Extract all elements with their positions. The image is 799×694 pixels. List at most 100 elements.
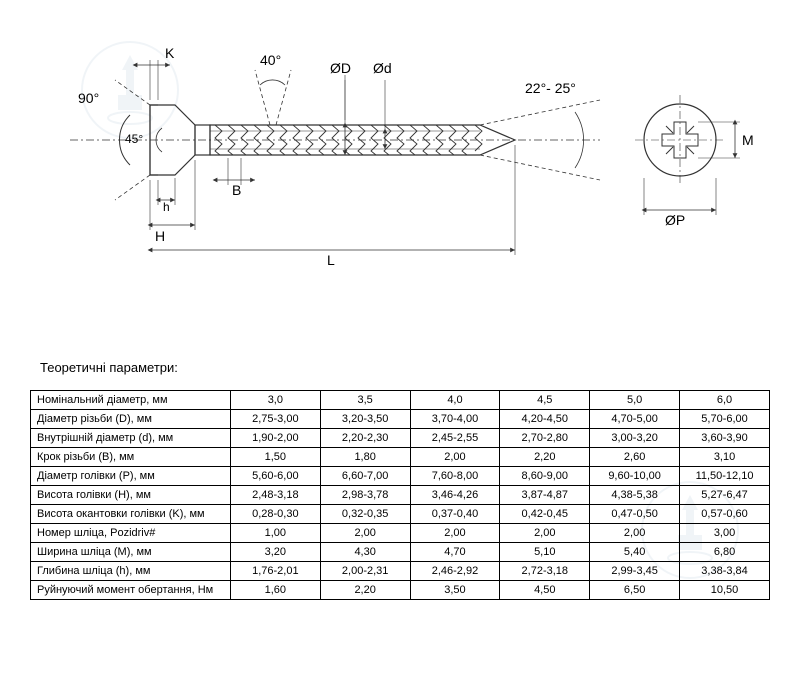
screw-diagram: 90° 45° K 40° ØD Ød 22°- 25° h H B L M Ø… xyxy=(40,30,760,280)
row-label: Глибина шліца (h), мм xyxy=(31,562,231,581)
cell-value: 3,38-3,84 xyxy=(680,562,770,581)
cell-value: 0,37-0,40 xyxy=(410,505,500,524)
table-row: Висота окантовки голівки (K), мм0,28-0,3… xyxy=(31,505,770,524)
cell-value: 3,0 xyxy=(230,391,320,410)
row-label: Висота голівки (H), мм xyxy=(31,486,231,505)
label-B: B xyxy=(232,182,241,198)
cell-value: 2,48-3,18 xyxy=(230,486,320,505)
cell-value: 0,28-0,30 xyxy=(230,505,320,524)
cell-value: 2,00 xyxy=(410,524,500,543)
cell-value: 2,00 xyxy=(410,448,500,467)
cell-value: 2,46-2,92 xyxy=(410,562,500,581)
cell-value: 3,10 xyxy=(680,448,770,467)
cell-value: 2,60 xyxy=(590,448,680,467)
row-label: Номер шліца, Pozidriv# xyxy=(31,524,231,543)
table-row: Внутрішній діаметр (d), мм1,90-2,002,20-… xyxy=(31,429,770,448)
label-h: h xyxy=(163,200,170,214)
table-row: Ширина шліца (M), мм3,204,304,705,105,40… xyxy=(31,543,770,562)
cell-value: 3,87-4,87 xyxy=(500,486,590,505)
row-label: Висота окантовки голівки (K), мм xyxy=(31,505,231,524)
cell-value: 2,00-2,31 xyxy=(320,562,410,581)
row-label: Номінальний діаметр, мм xyxy=(31,391,231,410)
cell-value: 0,42-0,45 xyxy=(500,505,590,524)
cell-value: 2,00 xyxy=(590,524,680,543)
cell-value: 7,60-8,00 xyxy=(410,467,500,486)
cell-value: 5,0 xyxy=(590,391,680,410)
label-D: ØD xyxy=(330,60,351,76)
row-label: Діаметр різьби (D), мм xyxy=(31,410,231,429)
cell-value: 0,47-0,50 xyxy=(590,505,680,524)
cell-value: 11,50-12,10 xyxy=(680,467,770,486)
cell-value: 2,75-3,00 xyxy=(230,410,320,429)
cell-value: 6,80 xyxy=(680,543,770,562)
cell-value: 4,70 xyxy=(410,543,500,562)
label-d: Ød xyxy=(373,60,392,76)
cell-value: 4,50 xyxy=(500,581,590,600)
cell-value: 3,60-3,90 xyxy=(680,429,770,448)
cell-value: 6,60-7,00 xyxy=(320,467,410,486)
cell-value: 5,70-6,00 xyxy=(680,410,770,429)
cell-value: 2,45-2,55 xyxy=(410,429,500,448)
cell-value: 10,50 xyxy=(680,581,770,600)
cell-value: 3,50 xyxy=(410,581,500,600)
cell-value: 2,99-3,45 xyxy=(590,562,680,581)
cell-value: 1,60 xyxy=(230,581,320,600)
cell-value: 0,57-0,60 xyxy=(680,505,770,524)
cell-value: 0,32-0,35 xyxy=(320,505,410,524)
label-L: L xyxy=(327,252,335,268)
cell-value: 6,0 xyxy=(680,391,770,410)
cell-value: 2,00 xyxy=(500,524,590,543)
label-H: H xyxy=(155,228,165,244)
row-label: Діаметр голівки (P), мм xyxy=(31,467,231,486)
label-angle45: 45° xyxy=(125,132,143,146)
cell-value: 4,70-5,00 xyxy=(590,410,680,429)
cell-value: 5,40 xyxy=(590,543,680,562)
cell-value: 9,60-10,00 xyxy=(590,467,680,486)
cell-value: 1,90-2,00 xyxy=(230,429,320,448)
cell-value: 3,70-4,00 xyxy=(410,410,500,429)
row-label: Руйнуючий момент обертання, Нм xyxy=(31,581,231,600)
table-row: Руйнуючий момент обертання, Нм1,602,203,… xyxy=(31,581,770,600)
cell-value: 2,72-3,18 xyxy=(500,562,590,581)
row-label: Ширина шліца (M), мм xyxy=(31,543,231,562)
table-row: Крок різьби (В), мм1,501,802,002,202,603… xyxy=(31,448,770,467)
cell-value: 4,38-5,38 xyxy=(590,486,680,505)
cell-value: 3,00 xyxy=(680,524,770,543)
row-label: Внутрішній діаметр (d), мм xyxy=(31,429,231,448)
label-angle40: 40° xyxy=(260,52,281,68)
table-row: Номер шліца, Pozidriv#1,002,002,002,002,… xyxy=(31,524,770,543)
cell-value: 4,5 xyxy=(500,391,590,410)
label-angle90: 90° xyxy=(78,90,99,106)
cell-value: 4,0 xyxy=(410,391,500,410)
label-angle22-25: 22°- 25° xyxy=(525,80,576,96)
cell-value: 3,5 xyxy=(320,391,410,410)
label-M: M xyxy=(742,132,754,148)
label-K: K xyxy=(165,45,174,61)
table-row: Глибина шліца (h), мм1,76-2,012,00-2,312… xyxy=(31,562,770,581)
table-row: Діаметр голівки (P), мм5,60-6,006,60-7,0… xyxy=(31,467,770,486)
cell-value: 5,27-6,47 xyxy=(680,486,770,505)
cell-value: 5,60-6,00 xyxy=(230,467,320,486)
cell-value: 3,46-4,26 xyxy=(410,486,500,505)
cell-value: 1,50 xyxy=(230,448,320,467)
cell-value: 2,00 xyxy=(320,524,410,543)
cell-value: 3,00-3,20 xyxy=(590,429,680,448)
cell-value: 6,50 xyxy=(590,581,680,600)
row-label: Крок різьби (В), мм xyxy=(31,448,231,467)
section-title: Теоретичні параметри: xyxy=(40,360,178,375)
cell-value: 3,20-3,50 xyxy=(320,410,410,429)
table-row: Номінальний діаметр, мм3,03,54,04,55,06,… xyxy=(31,391,770,410)
cell-value: 1,76-2,01 xyxy=(230,562,320,581)
cell-value: 8,60-9,00 xyxy=(500,467,590,486)
parameters-table: Номінальний діаметр, мм3,03,54,04,55,06,… xyxy=(30,390,770,600)
table-row: Діаметр різьби (D), мм2,75-3,003,20-3,50… xyxy=(31,410,770,429)
cell-value: 2,20 xyxy=(320,581,410,600)
cell-value: 2,20-2,30 xyxy=(320,429,410,448)
cell-value: 5,10 xyxy=(500,543,590,562)
label-P: ØP xyxy=(665,212,685,228)
cell-value: 2,70-2,80 xyxy=(500,429,590,448)
table-row: Висота голівки (H), мм2,48-3,182,98-3,78… xyxy=(31,486,770,505)
cell-value: 3,20 xyxy=(230,543,320,562)
cell-value: 4,20-4,50 xyxy=(500,410,590,429)
cell-value: 1,00 xyxy=(230,524,320,543)
